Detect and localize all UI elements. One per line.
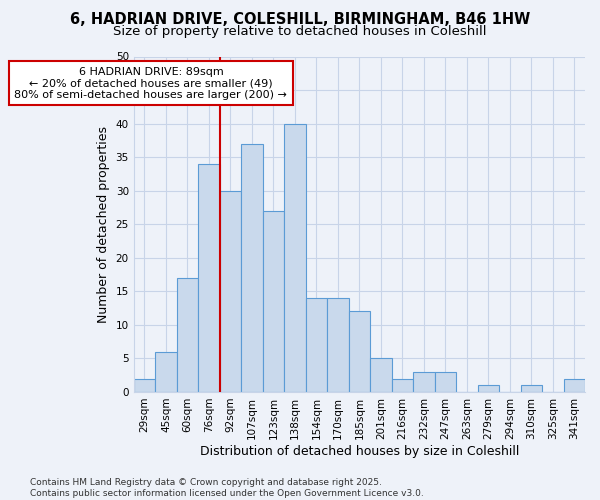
Bar	[392, 378, 413, 392]
Bar	[521, 385, 542, 392]
Bar	[478, 385, 499, 392]
Bar	[413, 372, 434, 392]
Y-axis label: Number of detached properties: Number of detached properties	[97, 126, 110, 322]
Bar	[220, 190, 241, 392]
X-axis label: Distribution of detached houses by size in Coleshill: Distribution of detached houses by size …	[200, 444, 519, 458]
Text: 6 HADRIAN DRIVE: 89sqm
← 20% of detached houses are smaller (49)
80% of semi-det: 6 HADRIAN DRIVE: 89sqm ← 20% of detached…	[14, 66, 287, 100]
Bar	[263, 211, 284, 392]
Bar	[434, 372, 456, 392]
Bar	[177, 278, 198, 392]
Bar	[563, 378, 585, 392]
Bar	[349, 312, 370, 392]
Bar	[327, 298, 349, 392]
Bar	[305, 298, 327, 392]
Bar	[155, 352, 177, 392]
Text: Contains HM Land Registry data © Crown copyright and database right 2025.
Contai: Contains HM Land Registry data © Crown c…	[30, 478, 424, 498]
Text: 6, HADRIAN DRIVE, COLESHILL, BIRMINGHAM, B46 1HW: 6, HADRIAN DRIVE, COLESHILL, BIRMINGHAM,…	[70, 12, 530, 28]
Bar	[134, 378, 155, 392]
Bar	[241, 144, 263, 392]
Bar	[284, 124, 305, 392]
Bar	[370, 358, 392, 392]
Text: Size of property relative to detached houses in Coleshill: Size of property relative to detached ho…	[113, 25, 487, 38]
Bar	[198, 164, 220, 392]
